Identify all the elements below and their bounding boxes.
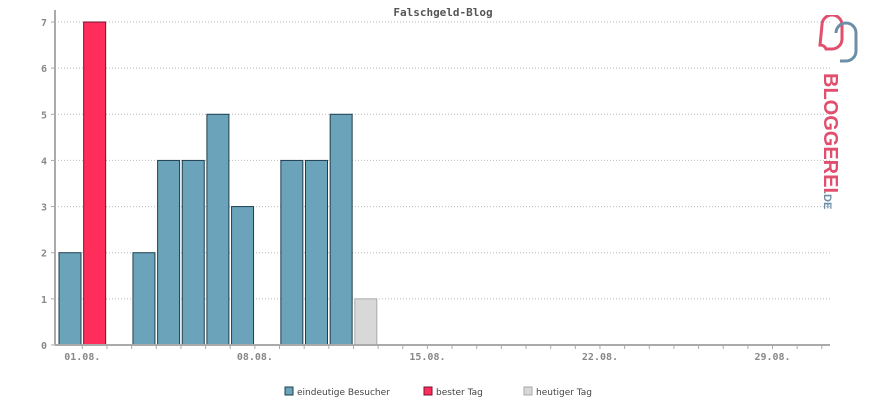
legend-swatch (423, 386, 433, 396)
x-tick-label: 29.08. (754, 352, 790, 363)
bars (58, 21, 378, 346)
legend-label: heutiger Tag (536, 388, 592, 398)
legend: eindeutige Besucher bester Tag heutiger Ta… (284, 386, 592, 398)
bar-today (354, 298, 378, 346)
x-tick-label: 22.08. (582, 352, 618, 363)
y-tick-label: 6 (41, 64, 47, 75)
bar-visitors (329, 113, 353, 346)
y-tick-label: 1 (41, 295, 47, 306)
y-tick-label: 3 (41, 203, 47, 214)
axes: 0 1 2 3 4 5 6 7 01.08. 08.08. 15.08. 22.08. 29.08. (41, 10, 830, 363)
bar-visitors (181, 159, 205, 346)
bar-visitors (280, 159, 304, 346)
y-tick-label: 4 (41, 156, 47, 167)
bar-visitors (58, 252, 82, 346)
y-tick-label: 2 (41, 249, 47, 260)
y-tick-label: 7 (41, 18, 47, 29)
brand-text: BLOGGEREI (819, 73, 841, 193)
chart-title: Falschgeld-Blog (393, 6, 492, 19)
bar-visitors (132, 252, 156, 346)
bar-best-day (83, 21, 107, 346)
x-tick-label: 08.08. (237, 352, 273, 363)
legend-label: bester Tag (436, 388, 483, 398)
x-tick-label: 15.08. (409, 352, 445, 363)
bar-visitors (231, 206, 255, 346)
y-tick-label: 0 (41, 341, 47, 352)
y-tick-label: 5 (41, 110, 47, 121)
brand-suffix: .DE (821, 191, 833, 209)
bar-visitors (305, 159, 328, 346)
legend-label: eindeutige Besucher (297, 388, 390, 398)
bloggerei-logo: BLOGGEREI .DE (818, 15, 858, 209)
bar-visitors (206, 113, 230, 346)
speech-bubble-icon (818, 15, 858, 63)
legend-swatch (284, 386, 294, 396)
x-tick-label: 01.08. (64, 352, 100, 363)
bar-visitors (157, 159, 181, 346)
legend-swatch (523, 386, 533, 396)
